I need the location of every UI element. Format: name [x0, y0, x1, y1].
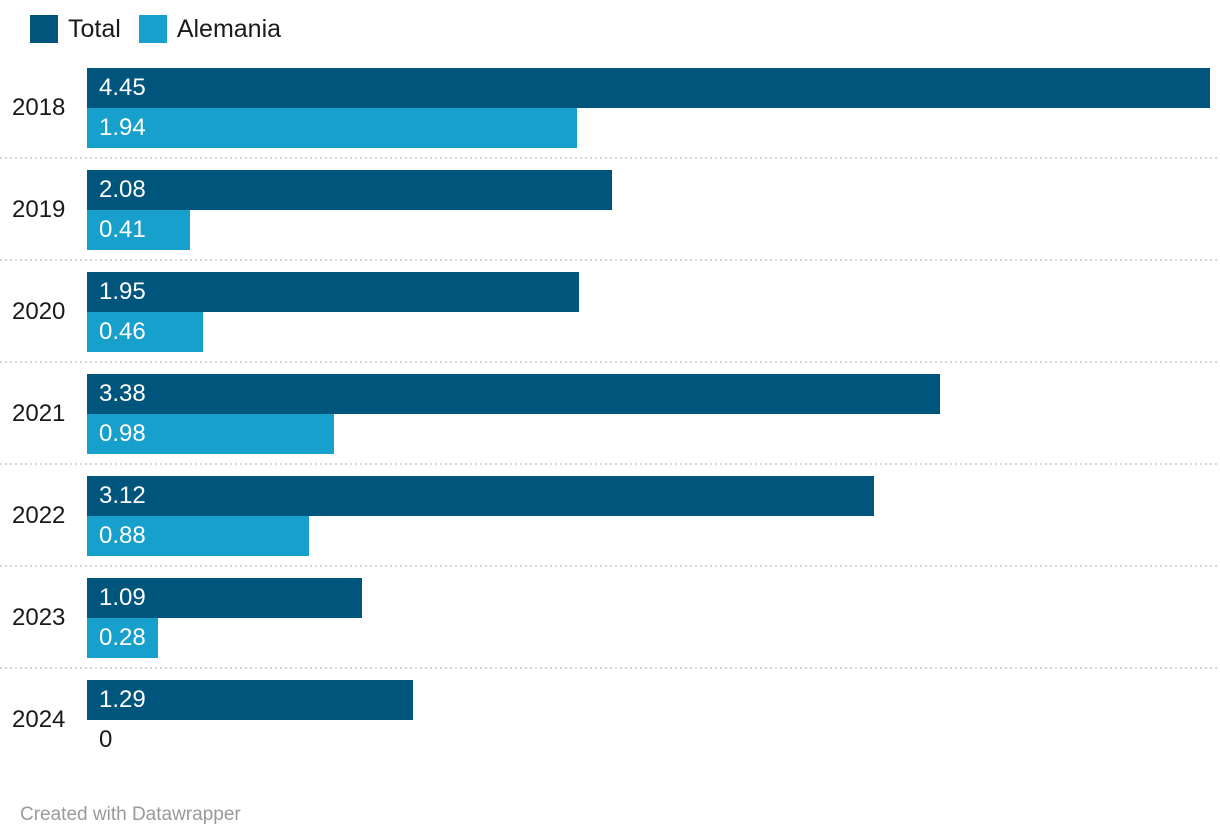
chart-row: 2019 2.08 0.41	[0, 170, 1220, 261]
value-label: 4.45	[99, 74, 146, 101]
bar-total: 3.12	[87, 476, 875, 516]
bar-group: 4.45 1.94	[87, 68, 1220, 148]
bar-group: 1.95 0.46	[87, 272, 1220, 352]
value-label: 3.38	[99, 380, 146, 407]
chart-row: 2022 3.12 0.88	[0, 476, 1220, 567]
value-label: 1.09	[99, 584, 146, 611]
bar-group: 3.38 0.98	[87, 374, 1220, 454]
legend-item-total: Total	[30, 14, 121, 44]
bar-alemania: 0.46	[87, 312, 204, 352]
value-label: 0.46	[99, 318, 146, 345]
legend-item-alemania: Alemania	[138, 14, 282, 44]
year-label: 2018	[12, 94, 66, 121]
bar-total: 1.29	[87, 680, 413, 720]
legend-swatch-alemania	[138, 15, 167, 43]
value-label: 1.94	[99, 114, 146, 141]
bar-group: 1.09 0.28	[87, 578, 1220, 658]
value-label: 0.41	[99, 216, 146, 243]
bar-total: 2.08	[87, 170, 612, 210]
chart-row: 2020 1.95 0.46	[0, 272, 1220, 363]
bar-group: 1.29 0	[87, 680, 1220, 760]
bar-alemania: 0.88	[87, 516, 310, 556]
bar-alemania: 0	[87, 720, 1220, 760]
chart-row: 2018 4.45 1.94	[0, 68, 1220, 159]
bar-group: 3.12 0.88	[87, 476, 1220, 556]
chart-row: 2021 3.38 0.98	[0, 374, 1220, 465]
bar-total: 4.45	[87, 68, 1210, 108]
value-label: 1.95	[99, 278, 146, 305]
value-label: 0.28	[99, 624, 146, 651]
chart-footer: Created with Datawrapper	[0, 803, 1220, 826]
year-label: 2024	[12, 706, 66, 733]
year-label: 2021	[12, 400, 66, 427]
year-label: 2022	[12, 502, 66, 529]
bar-total: 3.38	[87, 374, 940, 414]
legend-label-alemania: Alemania	[176, 15, 282, 43]
value-label: 1.29	[99, 686, 146, 713]
chart-row: 2024 1.29 0	[0, 680, 1220, 760]
bar-total: 1.95	[87, 272, 580, 312]
chart-rows: 2018 4.45 1.94 2019 2.08 0.41 2020 1.95 0.46 2021…	[0, 68, 1220, 760]
value-label: 2.08	[99, 176, 146, 203]
value-label: 0.88	[99, 522, 146, 549]
legend-label-total: Total	[68, 15, 121, 43]
bar-group: 2.08 0.41	[87, 170, 1220, 250]
year-label: 2023	[12, 604, 66, 631]
value-label: 0	[99, 726, 113, 753]
bar-alemania: 1.94	[87, 108, 577, 148]
bar-total: 1.09	[87, 578, 363, 618]
bar-alemania: 0.98	[87, 414, 335, 454]
chart-row: 2023 1.09 0.28	[0, 578, 1220, 669]
legend: Total Alemania	[0, 0, 1220, 44]
datawrapper-attribution-link[interactable]: Created with Datawrapper	[20, 804, 241, 825]
bar-alemania: 0.41	[87, 210, 191, 250]
year-label: 2020	[12, 298, 66, 325]
legend-swatch-total	[30, 15, 58, 43]
value-label: 0.98	[99, 420, 146, 447]
bar-alemania: 0.28	[87, 618, 158, 658]
year-label: 2019	[12, 196, 66, 223]
value-label: 3.12	[99, 482, 146, 509]
